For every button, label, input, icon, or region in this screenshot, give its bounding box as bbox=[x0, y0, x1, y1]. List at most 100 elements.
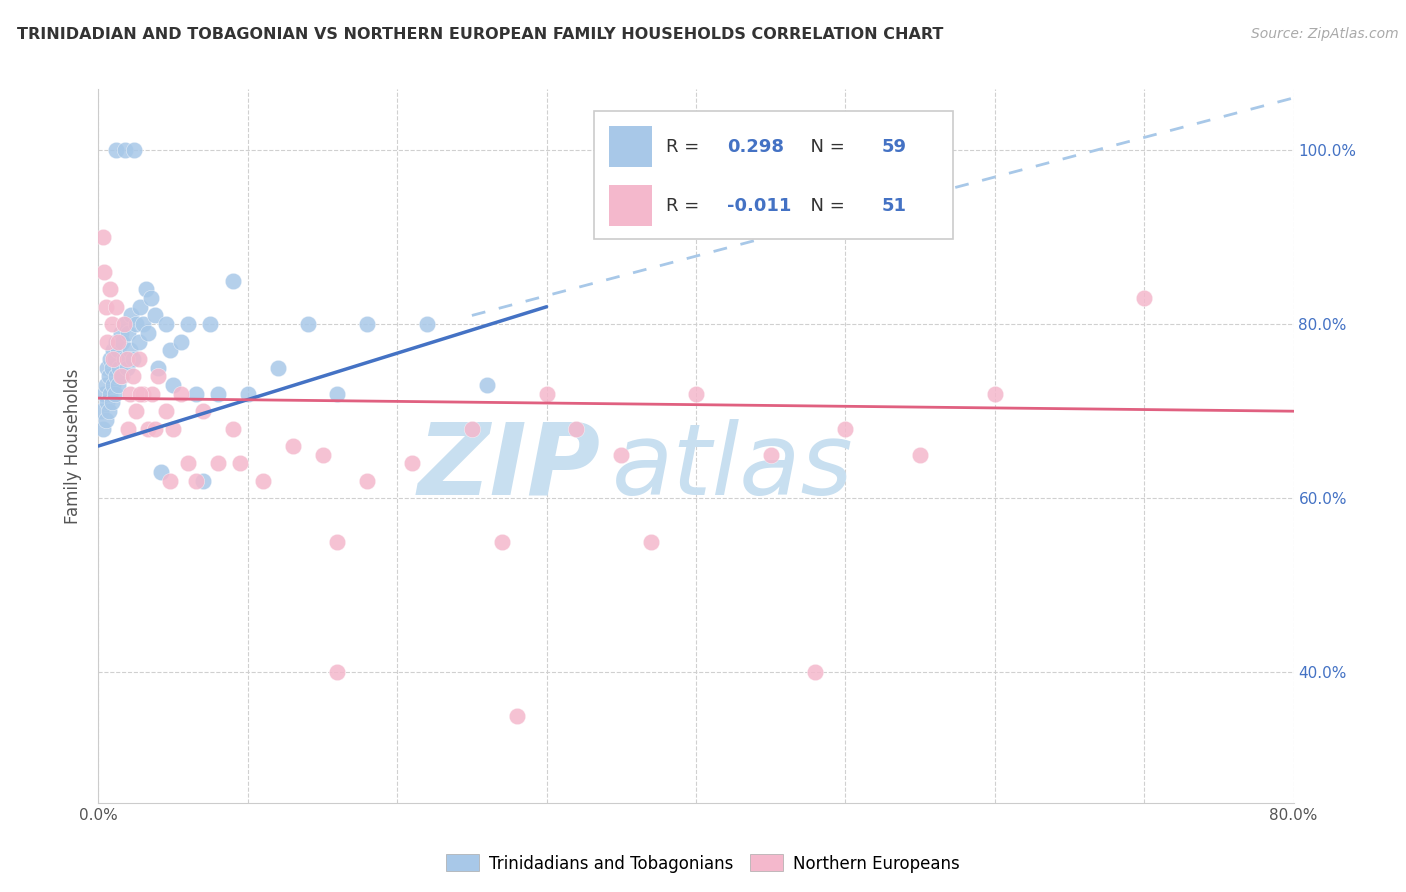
Point bbox=[101, 360, 124, 375]
Point bbox=[125, 404, 148, 418]
Point bbox=[114, 143, 136, 157]
Point bbox=[143, 421, 166, 435]
Point bbox=[184, 474, 207, 488]
Point bbox=[112, 351, 135, 366]
Point bbox=[610, 448, 633, 462]
Point bbox=[100, 351, 122, 366]
Point bbox=[207, 457, 229, 471]
Point bbox=[121, 369, 143, 384]
Point bbox=[326, 665, 349, 680]
Point bbox=[184, 386, 207, 401]
Point bbox=[401, 457, 423, 471]
Point bbox=[110, 326, 132, 340]
Point bbox=[121, 351, 143, 366]
Point bbox=[162, 378, 184, 392]
Point bbox=[128, 334, 150, 349]
Point bbox=[141, 386, 163, 401]
Point bbox=[326, 534, 349, 549]
Text: Source: ZipAtlas.com: Source: ZipAtlas.com bbox=[1251, 27, 1399, 41]
Point bbox=[103, 378, 125, 392]
Point bbox=[136, 421, 159, 435]
Point bbox=[222, 421, 245, 435]
Point bbox=[129, 386, 152, 401]
Point bbox=[565, 421, 588, 435]
Point bbox=[94, 378, 117, 392]
Text: N =: N = bbox=[799, 196, 851, 215]
Point bbox=[536, 386, 558, 401]
Text: R =: R = bbox=[666, 137, 704, 155]
Point bbox=[475, 378, 498, 392]
Point bbox=[685, 386, 707, 401]
Point bbox=[143, 309, 166, 323]
Point bbox=[96, 360, 118, 375]
Point bbox=[93, 265, 115, 279]
Point bbox=[128, 351, 150, 366]
Point bbox=[834, 421, 856, 435]
Point bbox=[148, 369, 170, 384]
Point bbox=[150, 465, 173, 479]
Point bbox=[96, 334, 118, 349]
Point bbox=[111, 334, 134, 349]
Point bbox=[97, 369, 120, 384]
Text: -0.011: -0.011 bbox=[727, 196, 792, 215]
Point bbox=[101, 317, 124, 331]
Point bbox=[120, 309, 142, 323]
Point bbox=[311, 448, 333, 462]
Point bbox=[297, 317, 319, 331]
Point bbox=[124, 143, 146, 157]
Point bbox=[207, 386, 229, 401]
Point bbox=[491, 534, 513, 549]
Text: 0.298: 0.298 bbox=[727, 137, 785, 155]
Point bbox=[90, 404, 112, 418]
Text: ZIP: ZIP bbox=[418, 419, 600, 516]
Text: N =: N = bbox=[799, 137, 851, 155]
Point bbox=[191, 474, 214, 488]
Legend: Trinidadians and Tobagonians, Northern Europeans: Trinidadians and Tobagonians, Northern E… bbox=[439, 847, 967, 880]
Point bbox=[111, 369, 134, 384]
Point bbox=[105, 300, 128, 314]
Point bbox=[104, 386, 127, 401]
Point bbox=[169, 334, 191, 349]
Point bbox=[804, 665, 827, 680]
Point bbox=[229, 457, 252, 471]
Point bbox=[135, 282, 157, 296]
Point bbox=[103, 343, 125, 358]
Text: R =: R = bbox=[666, 196, 704, 215]
Point bbox=[93, 386, 115, 401]
Point bbox=[100, 386, 122, 401]
Point bbox=[132, 386, 155, 401]
Point bbox=[118, 386, 141, 401]
Point bbox=[252, 474, 274, 488]
Point bbox=[159, 474, 181, 488]
Point bbox=[155, 317, 177, 331]
FancyBboxPatch shape bbox=[595, 111, 953, 239]
Text: TRINIDADIAN AND TOBAGONIAN VS NORTHERN EUROPEAN FAMILY HOUSEHOLDS CORRELATION CH: TRINIDADIAN AND TOBAGONIAN VS NORTHERN E… bbox=[17, 27, 943, 42]
Point bbox=[416, 317, 439, 331]
Point bbox=[177, 317, 200, 331]
Point bbox=[169, 386, 191, 401]
Point bbox=[91, 421, 114, 435]
Point bbox=[356, 474, 378, 488]
Point bbox=[107, 378, 129, 392]
Point bbox=[97, 404, 120, 418]
Point bbox=[222, 274, 245, 288]
Text: 51: 51 bbox=[882, 196, 907, 215]
Point bbox=[984, 386, 1007, 401]
Point bbox=[118, 343, 141, 358]
Text: 59: 59 bbox=[882, 137, 907, 155]
Point bbox=[759, 448, 782, 462]
Point bbox=[110, 369, 132, 384]
Point bbox=[356, 317, 378, 331]
Bar bbox=[609, 126, 652, 167]
Point bbox=[162, 421, 184, 435]
Point bbox=[129, 300, 152, 314]
Point bbox=[115, 351, 138, 366]
Point bbox=[136, 326, 159, 340]
Point bbox=[91, 230, 114, 244]
Point bbox=[281, 439, 304, 453]
Point bbox=[100, 282, 122, 296]
Point bbox=[200, 317, 222, 331]
Point bbox=[107, 343, 129, 358]
Point bbox=[1133, 291, 1156, 305]
Y-axis label: Family Households: Family Households bbox=[65, 368, 83, 524]
